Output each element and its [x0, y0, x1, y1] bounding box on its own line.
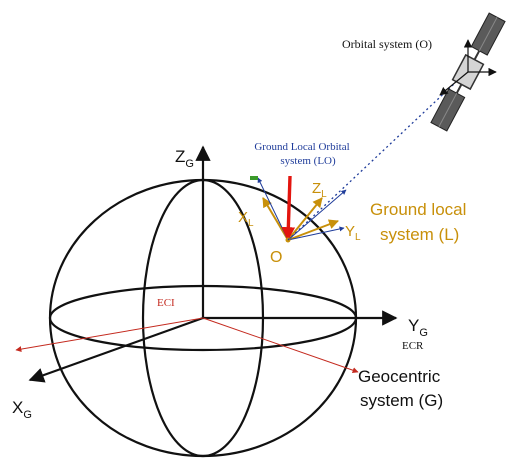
xg-axis [28, 316, 204, 383]
nadir-arrow [281, 175, 296, 241]
ground-local-label-line2: system (L) [380, 225, 459, 244]
ground-local-frames [250, 175, 347, 243]
xg-label: XG [12, 398, 32, 421]
zg-label: ZG [175, 147, 194, 170]
geocentric-axes [15, 145, 398, 383]
ground-local-orbital-label-line2: system (LO) [280, 155, 336, 167]
small-green-marker [250, 176, 258, 180]
xl-axis [262, 197, 289, 241]
ground-local-label-line1: Ground local [370, 200, 466, 219]
yg-label: YG [408, 316, 428, 339]
satellite-icon [430, 12, 506, 132]
xl-label: XL [238, 209, 254, 229]
zl-label: ZL [312, 180, 327, 200]
lo-axis-3 [257, 177, 289, 241]
yl-label: YL [345, 223, 361, 243]
geocentric-label-line1: Geocentric [358, 367, 441, 386]
yl-axis [287, 219, 339, 241]
eci-label: ECI [157, 297, 175, 309]
ecr-label: ECR [402, 340, 424, 352]
origin-o-label: O [270, 249, 282, 266]
ground-local-orbital-label-line1: Ground Local Orbital [254, 141, 349, 153]
lo-axis-2 [287, 226, 345, 241]
eci-x-axis [15, 317, 204, 353]
geocentric-label-line2: system (G) [360, 391, 443, 410]
lo-axis-1 [287, 189, 347, 241]
ecr-axis [202, 317, 359, 374]
orbital-system-label: Orbital system (O) [342, 37, 432, 51]
